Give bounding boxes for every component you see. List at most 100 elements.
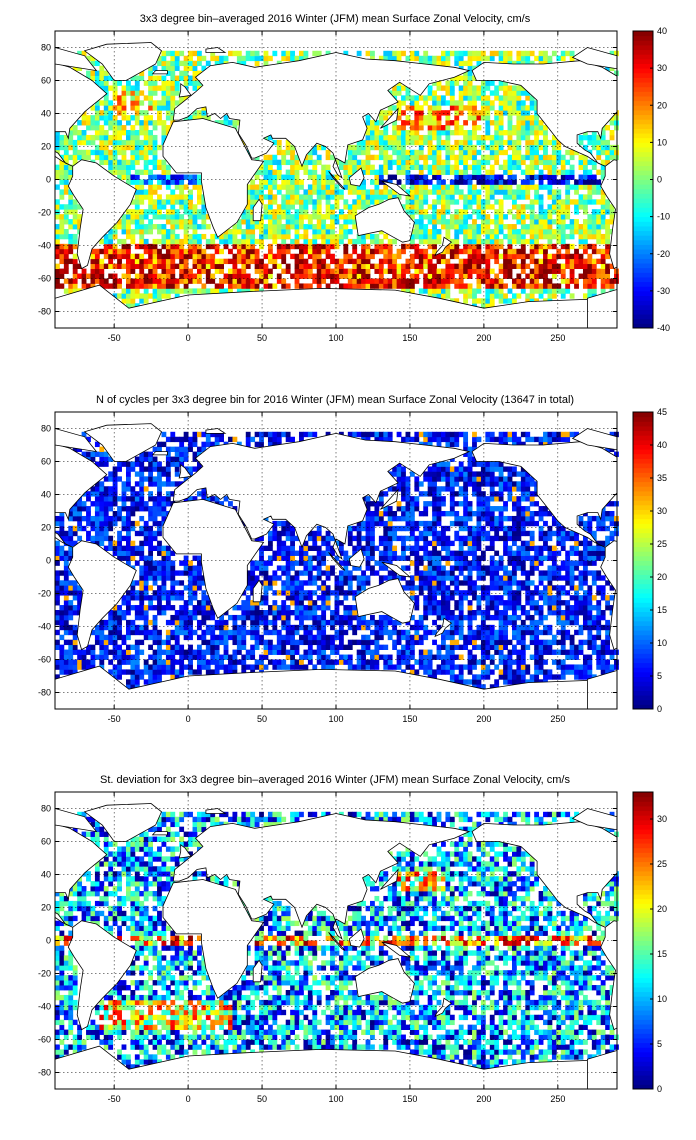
colorbar-swatch — [633, 100, 653, 106]
data-cell — [272, 431, 278, 438]
data-cell — [165, 248, 171, 255]
data-cell — [325, 253, 331, 260]
data-cell — [192, 75, 198, 81]
data-cell — [467, 90, 473, 96]
data-cell — [516, 139, 522, 146]
data-cell — [534, 229, 540, 235]
data-cell — [467, 233, 473, 240]
data-cell — [170, 199, 176, 205]
data-cell — [63, 575, 69, 581]
data-cell — [472, 253, 477, 260]
data-cell — [383, 115, 389, 121]
data-cell — [86, 154, 91, 161]
data-cell — [303, 229, 309, 235]
data-cell — [565, 149, 571, 156]
data-cell — [245, 629, 251, 636]
data-cell — [161, 134, 167, 141]
data-cell — [72, 659, 78, 665]
data-cell — [170, 105, 176, 111]
data-cell — [90, 115, 96, 121]
colorbar-swatch — [633, 267, 653, 273]
data-cell — [285, 535, 291, 542]
data-cell — [370, 164, 375, 170]
data-cell — [103, 496, 109, 502]
data-cell — [161, 570, 167, 576]
data-cell — [432, 224, 437, 230]
data-cell — [108, 233, 114, 240]
data-cell — [281, 224, 287, 230]
data-cell — [281, 624, 287, 631]
data-cell — [467, 179, 473, 185]
data-cell — [325, 263, 331, 269]
data-cell — [259, 614, 264, 621]
data-cell — [423, 60, 429, 67]
data-cell — [94, 80, 100, 86]
data-cell — [494, 115, 500, 121]
data-cell — [263, 179, 269, 185]
data-cell — [582, 268, 588, 274]
data-cell — [418, 134, 424, 141]
data-cell — [272, 219, 278, 225]
data-cell — [476, 248, 482, 255]
data-cell — [494, 130, 500, 136]
data-cell — [401, 288, 406, 294]
data-cell — [170, 605, 176, 611]
data-cell — [219, 614, 224, 621]
data-cell — [330, 268, 335, 274]
data-cell — [201, 110, 207, 116]
data-cell — [316, 179, 322, 185]
data-cell — [445, 115, 451, 121]
data-cell — [174, 174, 180, 180]
data-cell — [250, 248, 256, 255]
data-cell — [445, 144, 451, 151]
data-cell — [139, 471, 145, 477]
data-cell — [343, 179, 349, 185]
data-cell — [449, 189, 455, 195]
data-cell — [285, 50, 291, 57]
data-cell — [174, 674, 180, 680]
data-cell — [152, 243, 158, 250]
data-cell — [414, 139, 420, 146]
data-cell — [152, 85, 158, 91]
data-cell — [72, 639, 78, 646]
data-cell — [494, 50, 500, 57]
data-cell — [125, 179, 131, 185]
data-cell — [290, 238, 295, 245]
data-cell — [556, 139, 562, 146]
data-cell — [99, 496, 105, 502]
data-cell — [174, 263, 180, 269]
data-cell — [529, 293, 535, 299]
data-cell — [259, 565, 264, 571]
data-cell — [596, 233, 602, 240]
data-cell — [480, 278, 486, 284]
data-cell — [294, 629, 300, 636]
data-cell — [534, 164, 540, 170]
data-cell — [214, 436, 220, 443]
data-cell — [436, 189, 442, 195]
data-cell — [392, 263, 398, 269]
data-cell — [467, 204, 473, 210]
data-cell — [192, 238, 198, 245]
data-cell — [272, 214, 278, 220]
data-cell — [578, 134, 584, 141]
data-cell — [179, 451, 185, 457]
data-cell — [476, 110, 482, 116]
data-cell — [103, 515, 109, 522]
data-cell — [480, 229, 486, 235]
data-cell — [108, 659, 114, 665]
data-cell — [196, 610, 202, 616]
data-cell — [503, 80, 508, 86]
data-cell — [130, 590, 136, 596]
data-cell — [441, 199, 446, 205]
data-cell — [232, 669, 238, 675]
data-cell — [574, 184, 579, 190]
data-cell — [232, 649, 238, 655]
data-cell — [188, 570, 193, 576]
data-cell — [210, 614, 216, 621]
data-cell — [449, 214, 455, 220]
data-cell — [254, 268, 260, 274]
data-cell — [196, 649, 202, 655]
data-cell — [516, 130, 522, 136]
data-cell — [157, 491, 162, 497]
y-tick-label: -80 — [38, 307, 51, 317]
